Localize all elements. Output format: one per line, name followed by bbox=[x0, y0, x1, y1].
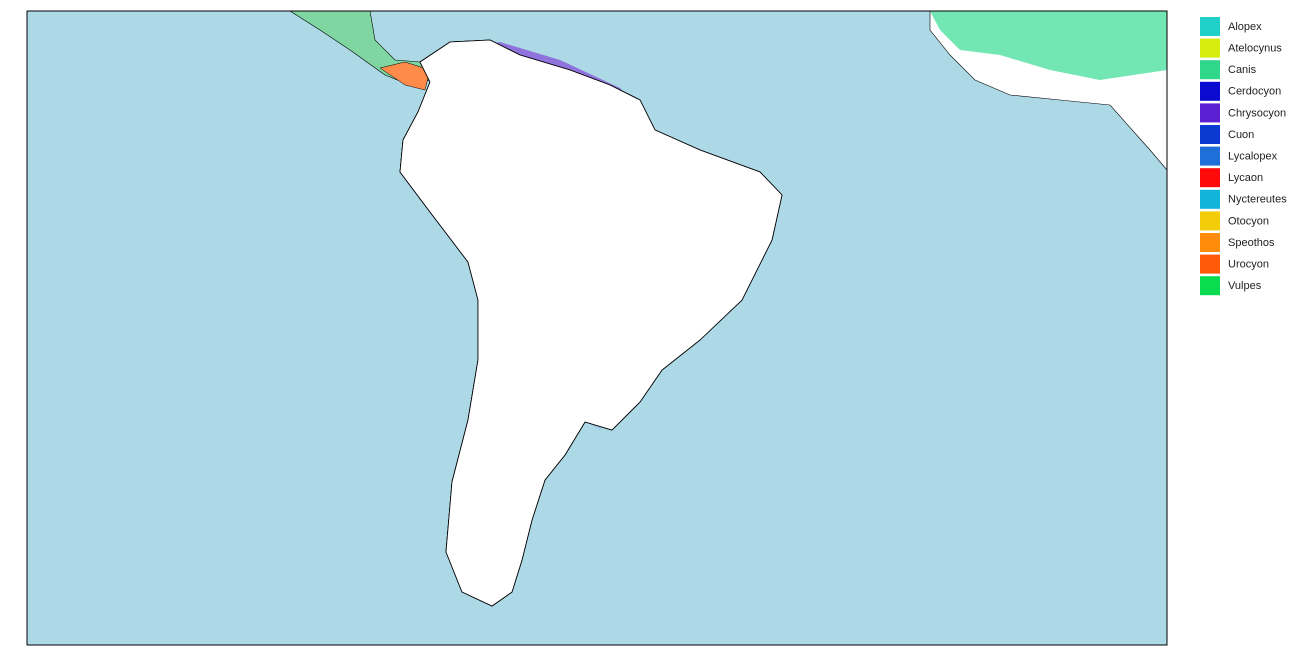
legend-label: Alopex bbox=[1228, 21, 1262, 33]
legend-label: Chrysocyon bbox=[1228, 107, 1286, 119]
legend-label: Speothos bbox=[1228, 237, 1275, 249]
legend-swatch bbox=[1200, 233, 1220, 252]
legend-swatch bbox=[1200, 81, 1220, 101]
africa-range bbox=[930, 11, 1167, 80]
legend-swatch bbox=[1200, 211, 1220, 231]
legend-label: Cuon bbox=[1228, 129, 1254, 141]
legend-label: Lycaon bbox=[1228, 172, 1263, 184]
central-america-range bbox=[379, 61, 431, 91]
legend-swatch bbox=[1200, 60, 1220, 80]
legend-label: Cerdocyon bbox=[1228, 86, 1281, 98]
legend-swatch bbox=[1200, 276, 1220, 296]
legend-swatch bbox=[1200, 17, 1220, 36]
legend-label: Nyctereutes bbox=[1228, 194, 1287, 206]
legend-swatch bbox=[1200, 38, 1220, 58]
map-frame bbox=[26, 10, 1168, 646]
legend-swatch bbox=[1200, 189, 1220, 209]
legend: Alopex Atelocynus Canis Cerdocyon Chrysocyon… bbox=[1200, 17, 1287, 296]
legend-swatch bbox=[1200, 103, 1220, 123]
legend-swatch bbox=[1200, 125, 1220, 144]
legend-label: Canis bbox=[1228, 64, 1257, 76]
legend-label: Lycalopex bbox=[1228, 151, 1278, 163]
legend-label: Urocyon bbox=[1228, 259, 1269, 271]
legend-label: Otocyon bbox=[1228, 215, 1269, 227]
legend-label: Vulpes bbox=[1228, 280, 1262, 292]
legend-swatch bbox=[1200, 254, 1220, 274]
legend-swatch bbox=[1200, 146, 1220, 166]
legend-label: Atelocynus bbox=[1228, 43, 1282, 55]
legend-swatch bbox=[1200, 168, 1220, 188]
map bbox=[27, 11, 1167, 645]
